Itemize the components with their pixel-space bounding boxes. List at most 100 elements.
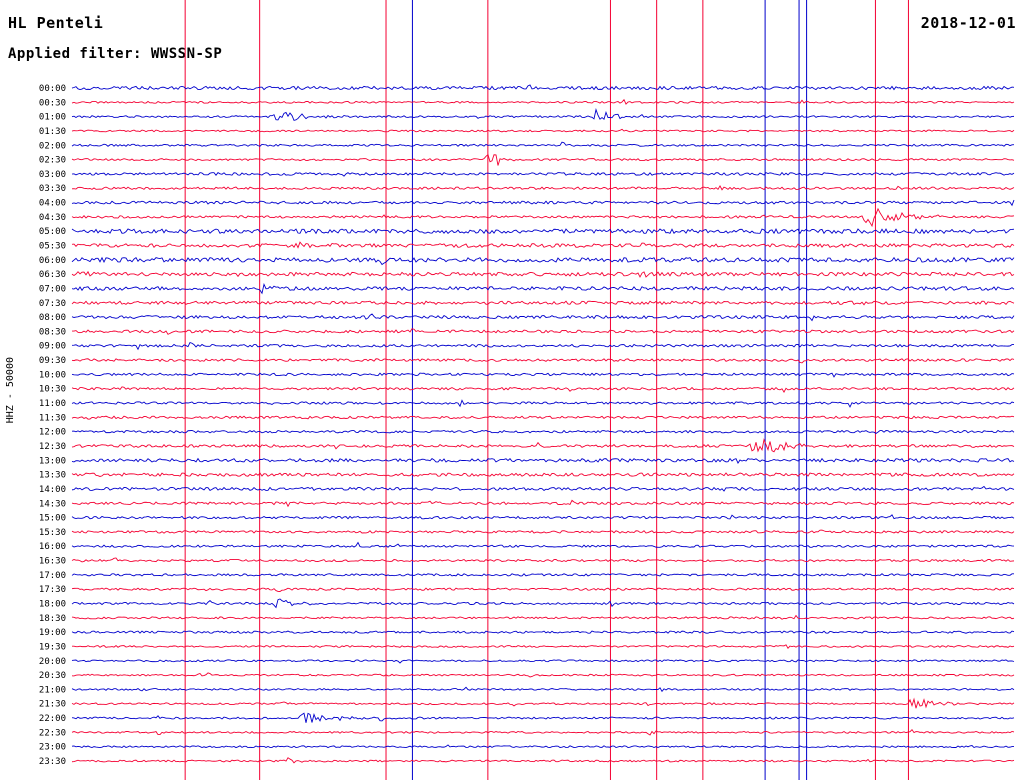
trace-row-0430: [71, 207, 1015, 228]
time-label: 21:00: [39, 685, 66, 695]
trace-row-0130: [71, 128, 1015, 133]
trace-row-0200: [71, 141, 1015, 147]
trace-row-0930: [71, 358, 1015, 364]
trace-row-1600: [71, 541, 1015, 548]
trace-row-1530: [71, 529, 1015, 534]
time-label: 14:30: [39, 499, 66, 509]
trace-row-1830: [71, 614, 1015, 620]
trace-row-2200: [71, 712, 1015, 723]
time-label: 20:30: [39, 671, 66, 681]
time-label: 22:30: [39, 728, 66, 738]
time-label: 19:30: [39, 642, 66, 652]
trace-row-1730: [71, 587, 1015, 592]
time-label: 11:30: [39, 413, 66, 423]
time-label: 12:00: [39, 428, 66, 438]
date-label: 2018-12-01: [920, 14, 1016, 32]
trace-row-0400: [71, 199, 1015, 207]
time-label: 20:00: [39, 657, 66, 667]
trace-row-1300: [71, 457, 1015, 464]
trace-row-2300: [71, 744, 1015, 749]
time-label: 04:30: [39, 213, 66, 223]
trace-row-1430: [71, 499, 1015, 508]
trace-row-0900: [71, 341, 1015, 351]
time-label: 02:30: [39, 156, 66, 166]
time-label: 01:00: [39, 113, 66, 123]
time-label: 21:30: [39, 700, 66, 710]
trace-row-1230: [71, 438, 1015, 453]
time-label: 07:00: [39, 285, 66, 295]
trace-row-0600: [71, 256, 1015, 266]
trace-row-0500: [71, 228, 1015, 235]
trace-row-1330: [71, 472, 1015, 477]
time-label: 13:00: [39, 456, 66, 466]
trace-row-1900: [71, 630, 1015, 634]
trace-row-0000: [71, 84, 1015, 91]
trace-row-0330: [71, 185, 1015, 191]
time-label: 17:00: [39, 571, 66, 581]
time-label: 16:00: [39, 542, 66, 552]
time-label: 08:00: [39, 313, 66, 323]
time-label: 02:00: [39, 141, 66, 151]
time-label: 09:30: [39, 356, 66, 366]
time-label: 15:00: [39, 514, 66, 524]
trace-row-1500: [71, 514, 1015, 520]
trace-row-1000: [71, 372, 1015, 378]
trace-row-0700: [71, 282, 1015, 295]
trace-row-0800: [71, 313, 1015, 322]
station-title: HL Penteli: [8, 14, 104, 32]
trace-row-0100: [71, 108, 1015, 121]
time-label: 03:30: [39, 184, 66, 194]
time-label: 07:30: [39, 299, 66, 309]
time-label: 23:00: [39, 743, 66, 753]
trace-row-2100: [71, 686, 1015, 693]
filter-label: Applied filter: WWSSN-SP: [8, 46, 223, 62]
time-label: 17:30: [39, 585, 66, 595]
time-label: 00:30: [39, 98, 66, 108]
trace-row-2230: [71, 728, 1015, 736]
time-label: 10:00: [39, 370, 66, 380]
time-label: 01:30: [39, 127, 66, 137]
trace-row-1800: [71, 598, 1015, 609]
time-label: 03:00: [39, 170, 66, 180]
trace-row-0530: [71, 241, 1015, 249]
time-label: 11:00: [39, 399, 66, 409]
trace-row-0830: [71, 328, 1015, 335]
time-label: 12:30: [39, 442, 66, 452]
trace-row-0230: [71, 153, 1015, 166]
trace-row-0730: [71, 300, 1015, 306]
time-label: 22:00: [39, 714, 66, 724]
trace-row-1930: [72, 644, 1015, 649]
time-label: 23:30: [39, 757, 66, 767]
time-label: 06:30: [39, 270, 66, 280]
time-label: 10:30: [39, 385, 66, 395]
time-label: 06:00: [39, 256, 66, 266]
time-label: 13:30: [39, 471, 66, 481]
trace-row-1400: [71, 485, 1015, 492]
trace-row-1100: [71, 399, 1015, 408]
trace-row-1200: [71, 429, 1015, 434]
trace-row-1130: [71, 415, 1015, 420]
trace-row-2330: [71, 757, 1015, 764]
time-label: 09:00: [39, 342, 66, 352]
time-label: 04:00: [39, 199, 66, 209]
trace-row-1700: [71, 573, 1015, 577]
time-label: 18:00: [39, 600, 66, 610]
trace-row-0630: [71, 270, 1015, 278]
time-label: 00:00: [39, 84, 66, 94]
time-label: 05:30: [39, 242, 66, 252]
time-label: 15:30: [39, 528, 66, 538]
trace-row-0300: [71, 171, 1015, 177]
trace-row-2130: [71, 697, 1015, 709]
trace-row-1630: [71, 557, 1015, 563]
time-label: 05:00: [39, 227, 66, 237]
trace-row-2000: [71, 659, 1015, 664]
time-label: 08:30: [39, 327, 66, 337]
time-label: 16:30: [39, 557, 66, 567]
trace-row-2030: [71, 672, 1015, 678]
time-label: 14:00: [39, 485, 66, 495]
trace-row-1030: [71, 386, 1015, 394]
time-label: 18:30: [39, 614, 66, 624]
trace-row-0030: [71, 98, 1015, 105]
